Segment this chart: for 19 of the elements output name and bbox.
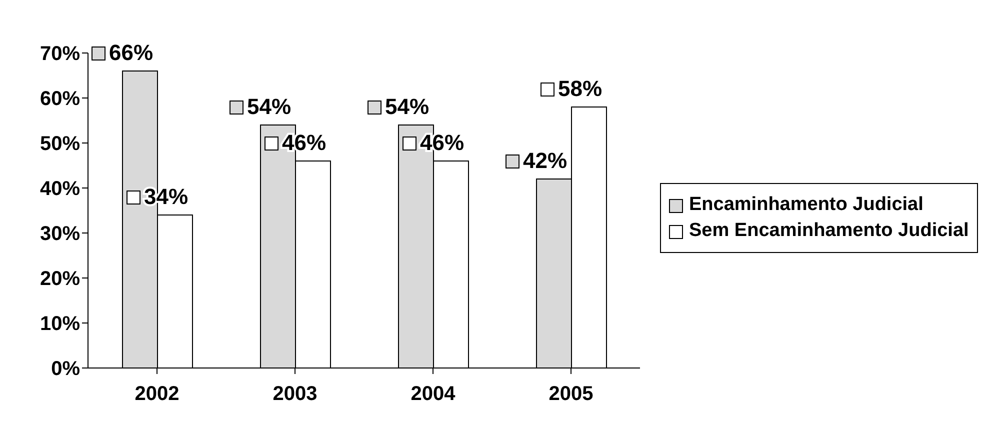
x-tick-label: 2003: [272, 383, 318, 406]
legend-label: Encaminhamento Judicial: [689, 194, 924, 216]
y-tick-label: 60%: [40, 88, 80, 110]
data-label: 66%: [109, 40, 154, 65]
x-tick-label: 2005: [548, 383, 594, 406]
y-tick-label: 30%: [40, 223, 80, 246]
y-tick-label: 0%: [51, 358, 80, 380]
data-label: 54%: [385, 94, 430, 119]
y-tick-label: 20%: [40, 268, 80, 290]
data-label: 42%: [523, 148, 568, 173]
data-label: 54%: [247, 94, 292, 119]
y-tick-label: 70%: [40, 43, 80, 66]
y-tick-label: 40%: [40, 178, 80, 200]
y-tick-label: 10%: [40, 313, 80, 336]
x-tick-label: 2002: [134, 383, 180, 406]
x-tick-label: 2004: [410, 383, 456, 406]
data-label: 58%: [558, 76, 602, 101]
y-tick-label: 50%: [40, 133, 80, 156]
legend-label: Sem Encaminhamento Judicial: [689, 220, 969, 242]
